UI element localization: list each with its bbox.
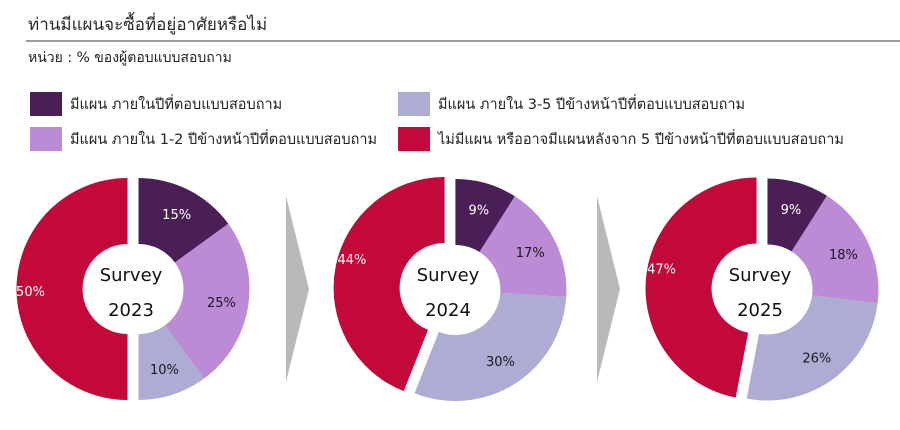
legend-item-within-year: มีแผน ภายในปีที่ตอบแบบสอบถาม [30,92,282,116]
center-survey-label: Survey [100,265,163,286]
donut-slice [791,195,879,304]
legend-label: มีแผน ภายใน 1-2 ปีข้างหน้าปีที่ตอบแบบสอบ… [70,131,378,148]
legend-item-3-5-years: มีแผน ภายใน 3-5 ปีข้างหน้าปีที่ตอบแบบสอบ… [398,92,745,116]
legend-item-1-2-years: มีแผน ภายใน 1-2 ปีข้างหน้าปีที่ตอบแบบสอบ… [30,127,377,151]
donut-slice [746,295,878,401]
donut-slice-exploded [645,177,757,398]
chevron-arrow-icon [286,196,309,382]
donut-slice-exploded [16,178,128,400]
slice-value-label: 26% [802,351,831,366]
legend-swatch [398,127,430,151]
title-divider [26,40,900,42]
donut-chart-2023: 15% 25% 10% 50% Survey 2023 [16,178,250,400]
chart-title: ท่านมีแผนจะซื้อที่อยู่อาศัยหรือไม่ [28,15,268,35]
donut-chart-2024: 9% 17% 30% 44% Survey 2024 [333,176,567,402]
center-year-label: 2023 [108,300,154,321]
center-survey-label: Survey [729,265,792,286]
donut-slice [479,196,567,298]
slice-value-label: 9% [469,203,490,218]
slice-value-label: 50% [16,285,45,300]
donut-slice [164,223,250,379]
center-year-label: 2025 [737,300,783,321]
legend-label: ไม่มีแผน หรืออาจมีแผนหลังจาก 5 ปีข้างหน้… [438,131,844,148]
legend-swatch [30,92,62,116]
donut-slice [138,325,204,400]
slice-value-label: 47% [647,263,676,278]
legend-label: มีแผน ภายในปีที่ตอบแบบสอบถาม [70,96,283,113]
center-year-label: 2024 [425,300,471,321]
slice-value-label: 15% [162,208,191,223]
chevron-arrow-icon [597,196,620,382]
legend-label: มีแผน ภายใน 3-5 ปีข้างหน้าปีที่ตอบแบบสอบ… [438,96,746,113]
center-survey-label: Survey [417,265,480,286]
donut-slice-exploded [333,176,445,392]
slice-value-label: 18% [829,248,858,263]
donut-slice [414,292,567,402]
legend-item-no-plan: ไม่มีแผน หรืออาจมีแผนหลังจาก 5 ปีข้างหน้… [398,127,844,151]
slice-value-label: 9% [781,203,802,218]
legend-swatch [398,92,430,116]
legend-swatch [30,127,62,151]
donut-slice [767,178,827,252]
slice-value-label: 17% [516,246,545,261]
unit-label: หน่วย : % ของผู้ตอบแบบสอบถาม [28,50,232,66]
slice-value-label: 10% [150,363,179,378]
slice-value-label: 30% [486,355,515,370]
slice-value-label: 25% [207,296,236,311]
slice-value-label: 44% [337,253,366,268]
donut-slice [455,179,515,253]
donut-slice [138,178,229,263]
donut-chart-2025: 9% 18% 26% 47% Survey 2025 [645,177,879,401]
